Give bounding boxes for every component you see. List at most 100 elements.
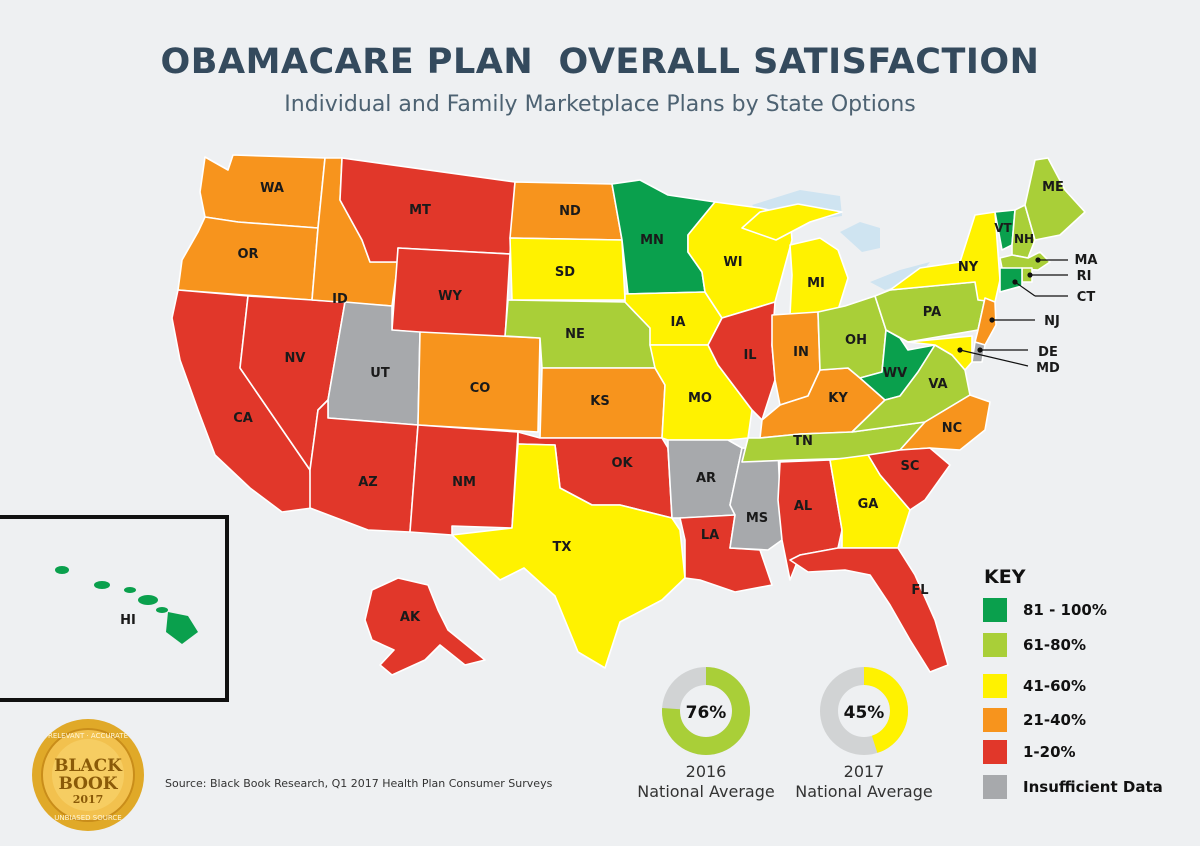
state-ME[interactable] (1024, 157, 1086, 241)
map-subtitle: Individual and Family Marketplace Plans … (284, 92, 916, 117)
label-AL: AL (794, 499, 812, 514)
label-CA: CA (233, 411, 253, 426)
label-NJ: NJ (1044, 314, 1060, 329)
average-2016-arc (662, 667, 750, 755)
label-MD: MD (1036, 361, 1060, 376)
key-label: 41-60% (1023, 677, 1087, 695)
label-ID: ID (332, 292, 348, 307)
key-item-1-20: 1-20% (983, 740, 1076, 764)
state-FL[interactable] (789, 547, 949, 673)
label-IL: IL (743, 348, 756, 363)
label-DE: DE (1038, 345, 1058, 360)
label-NC: NC (942, 421, 962, 436)
label-WI: WI (723, 255, 742, 270)
average-2016-caption: 2016 National Average (626, 762, 786, 802)
state-NY[interactable] (889, 211, 1001, 303)
key-swatch (983, 775, 1007, 799)
key-item-41-60: 41-60% (983, 674, 1086, 698)
state-CT[interactable] (999, 267, 1023, 293)
label-NY: NY (958, 260, 979, 275)
source-note: Source: Black Book Research, Q1 2017 Hea… (165, 777, 553, 790)
state-CO[interactable] (417, 331, 541, 433)
state-MD[interactable] (907, 335, 973, 371)
key-item-insufficient: Insufficient Data (983, 775, 1163, 799)
label-TX: TX (553, 540, 572, 555)
label-MI: MI (807, 276, 825, 291)
key-item-61-80: 61-80% (983, 633, 1086, 657)
label-KY: KY (828, 391, 848, 406)
key-item-21-40: 21-40% (983, 708, 1086, 732)
average-2017-percent: 45% (844, 703, 885, 723)
label-MT: MT (409, 203, 431, 218)
label-AK: AK (400, 610, 421, 625)
label-WV: WV (883, 366, 907, 381)
key-swatch (983, 740, 1007, 764)
label-LA: LA (701, 528, 719, 543)
key-title: KEY (984, 566, 1026, 588)
average-2016-percent: 76% (686, 703, 727, 723)
hawaii-inset-frame (0, 515, 229, 702)
key-swatch (983, 633, 1007, 657)
small-state-leaders (957, 257, 1068, 367)
svg-text:BLACK: BLACK (54, 756, 123, 776)
label-OR: OR (237, 247, 258, 262)
average-2016-label: National Average (637, 782, 775, 801)
label-KS: KS (590, 394, 609, 409)
label-AZ: AZ (358, 475, 378, 490)
label-NM: NM (452, 475, 476, 490)
average-2017-caption: 2017 National Average (784, 762, 944, 802)
state-AK[interactable] (364, 577, 486, 676)
state-MI[interactable] (741, 203, 849, 316)
average-2016-donut: 76% (662, 667, 750, 755)
label-WY: WY (438, 289, 462, 304)
key-swatch (983, 598, 1007, 622)
label-WA: WA (260, 181, 284, 196)
label-TN: TN (793, 434, 813, 449)
label-CT: CT (1077, 290, 1096, 305)
label-OH: OH (845, 333, 867, 348)
svg-text:UNBIASED SOURCE: UNBIASED SOURCE (54, 814, 121, 822)
label-ND: ND (559, 204, 581, 219)
label-NV: NV (285, 351, 306, 366)
label-MA: MA (1075, 253, 1098, 268)
label-VA: VA (928, 377, 947, 392)
label-SC: SC (901, 459, 920, 474)
svg-text:2017: 2017 (73, 793, 104, 806)
label-UT: UT (370, 366, 390, 381)
key-label: 21-40% (1023, 711, 1087, 729)
label-ME: ME (1042, 180, 1064, 195)
label-GA: GA (858, 497, 879, 512)
average-2017-year: 2017 (843, 762, 885, 781)
label-RI: RI (1077, 269, 1092, 284)
average-2017-label: National Average (795, 782, 933, 801)
state-MS[interactable] (729, 447, 783, 551)
label-VT: VT (994, 221, 1012, 235)
key-item-81-100: 81 - 100% (983, 598, 1107, 622)
average-2017-donut: 45% (820, 667, 908, 755)
key-label: 81 - 100% (1023, 601, 1107, 619)
key-label: Insufficient Data (1023, 778, 1163, 796)
state-HI[interactable] (55, 566, 198, 644)
label-CO: CO (470, 381, 491, 396)
state-TX[interactable] (451, 443, 686, 669)
label-IN: IN (793, 345, 809, 360)
label-MN: MN (640, 233, 664, 248)
label-HI: HI (120, 613, 136, 628)
label-FL: FL (911, 583, 928, 598)
average-2017-arc (820, 667, 908, 755)
label-MO: MO (688, 391, 712, 406)
label-AR: AR (696, 471, 716, 486)
label-SD: SD (555, 265, 575, 280)
key-swatch (983, 708, 1007, 732)
key-label: 61-80% (1023, 636, 1087, 654)
key-label: 1-20% (1023, 743, 1076, 761)
svg-text:BOOK: BOOK (58, 774, 118, 794)
label-PA: PA (923, 305, 941, 320)
key-swatch (983, 674, 1007, 698)
svg-text:RELEVANT · ACCURATE: RELEVANT · ACCURATE (48, 732, 128, 740)
map-title: OBAMACARE PLAN OVERALL SATISFACTION (160, 42, 1040, 82)
state-GA[interactable] (829, 454, 911, 549)
label-OK: OK (611, 456, 633, 471)
average-2016-year: 2016 (685, 762, 727, 781)
